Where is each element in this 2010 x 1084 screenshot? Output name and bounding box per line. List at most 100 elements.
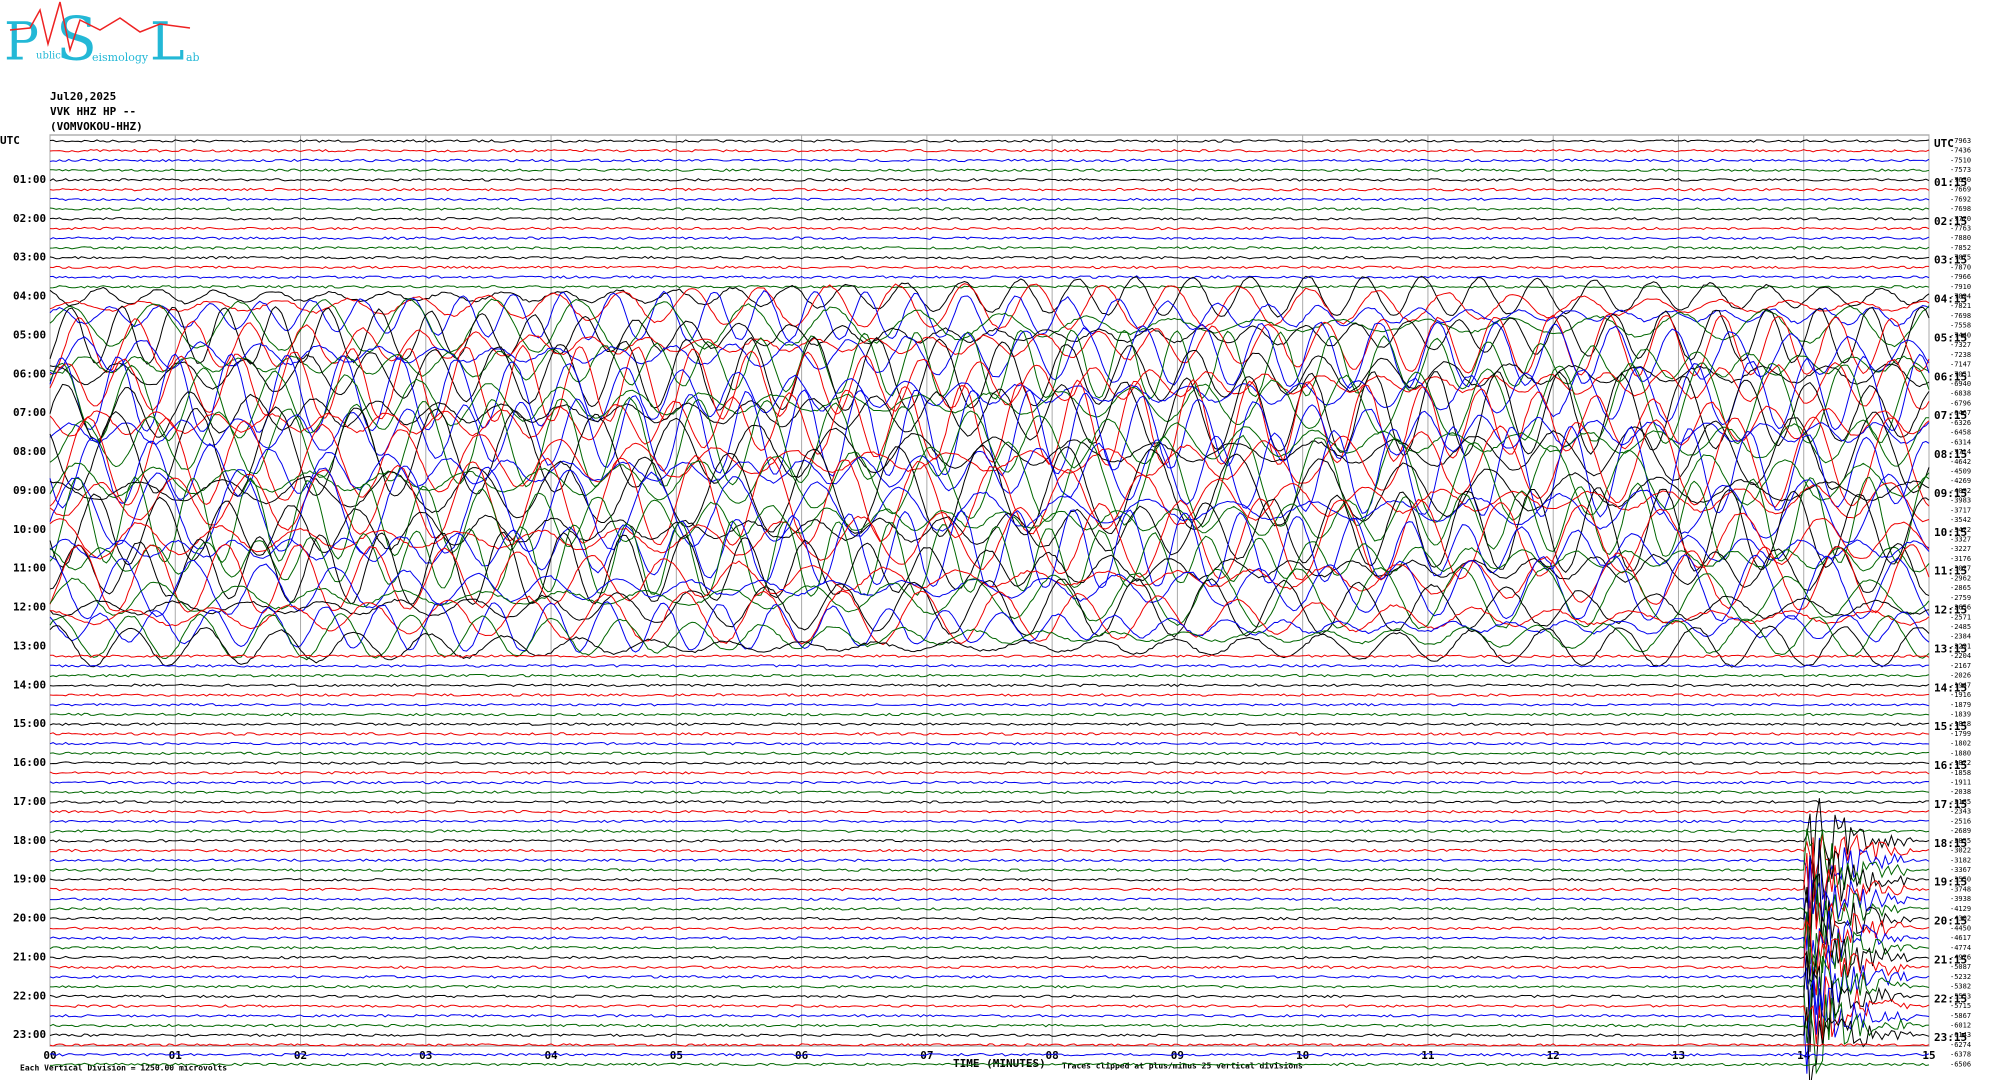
trace-offset: -1802 (1950, 740, 1971, 748)
trace-offset: -4509 (1950, 467, 1971, 475)
trace-offset: -3327 (1950, 536, 1971, 544)
hour-label: 20:15 (1934, 915, 1967, 928)
hour-label: 03:15 (1934, 254, 1967, 267)
x-tick-label: 02 (294, 1049, 307, 1062)
trace-offset: -5232 (1950, 973, 1971, 981)
trace-offset: -7894 (1950, 293, 1971, 301)
trace-offset: -5867 (1950, 1012, 1971, 1020)
trace-offset: -7238 (1950, 351, 1971, 359)
trace-offset: -7720 (1950, 215, 1971, 223)
hour-label: 09:00 (13, 484, 46, 497)
trace-offset: -4642 (1950, 458, 1971, 466)
x-tick-label: 04 (544, 1049, 558, 1062)
date: Jul20,2025 (50, 90, 116, 103)
hour-label: UTC (1934, 137, 1954, 150)
trace-offset: -5382 (1950, 983, 1971, 991)
trace-offset: -4129 (1950, 905, 1971, 913)
x-tick-label: 01 (169, 1049, 183, 1062)
hour-label: 11:00 (13, 562, 46, 575)
trace (49, 624, 1930, 668)
channel: (VOMVOKOU-HHZ) (50, 120, 143, 133)
trace-offset: -2026 (1950, 672, 1971, 680)
trace (49, 305, 1930, 366)
hour-label: 23:15 (1934, 1031, 1967, 1044)
trace-offset: -2962 (1950, 574, 1971, 582)
trace-offset: -7510 (1950, 156, 1971, 164)
trace-offset: -2038 (1950, 788, 1971, 796)
hour-label: 17:15 (1934, 798, 1967, 811)
trace-offset: -4774 (1950, 944, 1971, 952)
trace (49, 321, 1930, 389)
trace (49, 916, 1930, 986)
trace-offset: -1858 (1950, 769, 1971, 777)
trace (49, 378, 1930, 466)
hour-label: 03:00 (13, 251, 46, 264)
trace (49, 168, 1930, 172)
trace-offset: -7558 (1950, 322, 1971, 330)
trace (49, 1052, 1930, 1057)
trace-offset: -6378 (1950, 1051, 1971, 1059)
trace-offset: -5087 (1950, 963, 1971, 971)
trace-offset: -7573 (1950, 166, 1971, 174)
trace (49, 148, 1930, 153)
x-tick-label: 09 (1171, 1049, 1184, 1062)
trace-offset: -6314 (1950, 438, 1971, 446)
trace (49, 187, 1930, 192)
hour-label: 10:15 (1934, 526, 1967, 539)
hour-label: 06:15 (1934, 370, 1967, 383)
trace (49, 828, 1930, 905)
hour-label: 01:15 (1934, 176, 1967, 189)
trace-offset: -1822 (1950, 759, 1971, 767)
x-tick-label: 00 (43, 1049, 56, 1062)
hour-label: 12:00 (13, 601, 46, 614)
trace-offset: -6838 (1950, 390, 1971, 398)
trace (49, 771, 1930, 775)
trace-offset: -3748 (1950, 885, 1971, 893)
hour-label: 02:00 (13, 212, 46, 225)
x-tick-label: 11 (1421, 1049, 1435, 1062)
trace-offset: -7870 (1950, 263, 1971, 271)
trace (49, 226, 1930, 231)
trace (49, 601, 1930, 654)
hour-label: 22:00 (13, 989, 46, 1002)
hour-label: 08:00 (13, 445, 46, 458)
trace-offset: -2865 (1950, 584, 1971, 592)
trace (49, 732, 1930, 736)
trace-offset: -2167 (1950, 662, 1971, 670)
x-tick-label: 05 (670, 1049, 683, 1062)
trace (49, 1043, 1930, 1047)
trace-offset: -7147 (1950, 361, 1971, 369)
trace (49, 780, 1930, 785)
trace-offset: -7698 (1950, 205, 1971, 213)
trace-offset: -5715 (1950, 1002, 1971, 1010)
logo-wiggle (9, 1, 191, 53)
trace (50, 664, 1930, 668)
trace (49, 945, 1930, 1020)
trace-offset: -2855 (1950, 837, 1971, 845)
trace (49, 454, 1930, 546)
trace (49, 578, 1930, 638)
trace-offset: -6012 (1950, 1022, 1971, 1030)
trace-offset: -7966 (1950, 273, 1971, 281)
trace-offset: -1839 (1950, 710, 1971, 718)
trace-offset: -6940 (1950, 380, 1971, 388)
trace (49, 178, 1930, 182)
trace-offset: -7875 (1950, 254, 1971, 262)
trace-offset: -6143 (1950, 1031, 1971, 1039)
trace-offset: -3176 (1950, 555, 1971, 563)
trace-offset: -7763 (1950, 224, 1971, 232)
hour-label: 07:15 (1934, 409, 1967, 422)
trace (50, 856, 1930, 951)
trace-offset: -4450 (1950, 924, 1971, 932)
trace (49, 416, 1930, 508)
trace-offset: -5553 (1950, 992, 1971, 1000)
trace-offset: -7327 (1950, 341, 1971, 349)
trace (49, 265, 1929, 270)
trace (49, 800, 1929, 804)
trace (49, 722, 1930, 726)
trace-offset: -1916 (1950, 691, 1971, 699)
clip-note: Traces clipped at plus/minus 25 vertical… (1062, 1061, 1303, 1071)
station: VVK HHZ HP -- (50, 105, 136, 118)
trace-offset: -7880 (1950, 234, 1971, 242)
trace (49, 751, 1930, 756)
